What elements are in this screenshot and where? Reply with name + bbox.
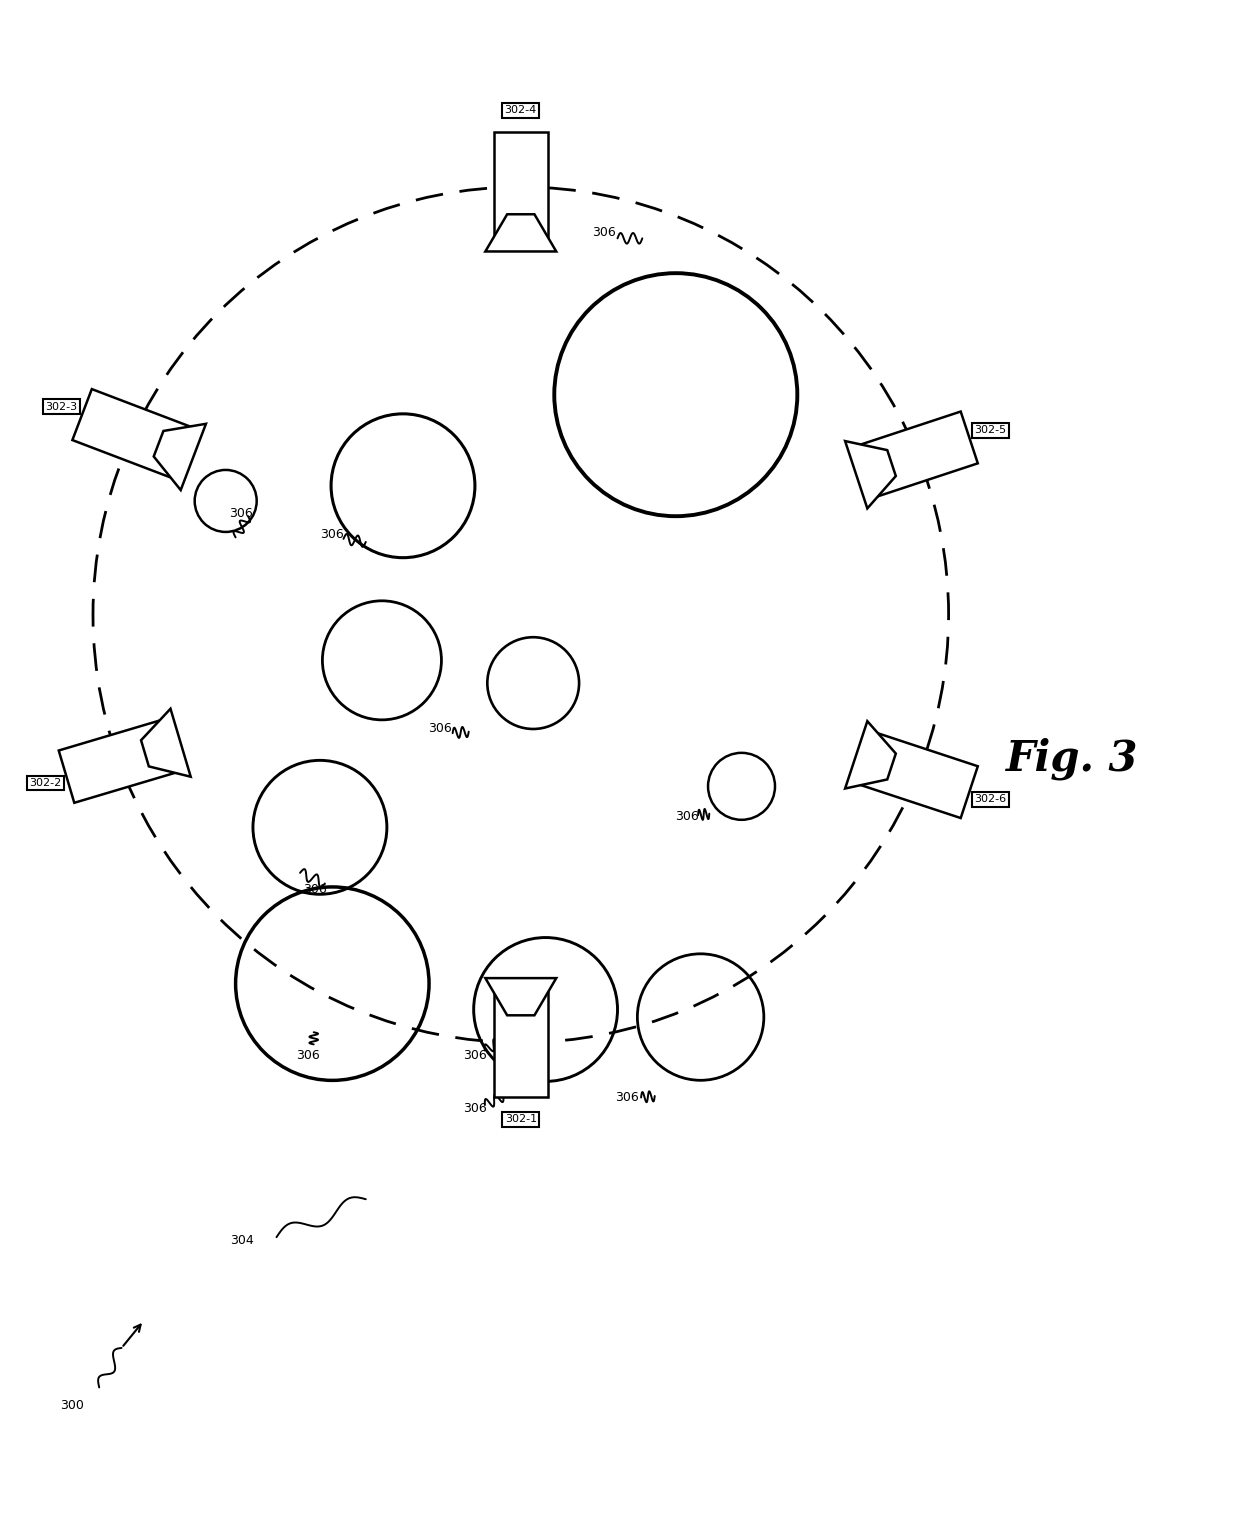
Polygon shape	[494, 988, 548, 1098]
Text: 306: 306	[320, 528, 345, 540]
Text: 302-4: 302-4	[505, 105, 537, 115]
Text: 302-6: 302-6	[975, 794, 1007, 805]
Text: 306: 306	[303, 883, 327, 896]
Polygon shape	[846, 442, 895, 509]
Polygon shape	[485, 978, 557, 1016]
Text: 302-3: 302-3	[45, 402, 77, 411]
Text: 306: 306	[295, 1049, 320, 1061]
Text: 306: 306	[615, 1091, 640, 1104]
Text: 306: 306	[428, 723, 453, 735]
Text: 306: 306	[228, 507, 253, 519]
Text: 306: 306	[463, 1102, 487, 1114]
Polygon shape	[141, 709, 191, 777]
Polygon shape	[58, 720, 179, 803]
Text: 302-2: 302-2	[29, 779, 61, 788]
Text: 306: 306	[463, 1049, 487, 1061]
Text: 304: 304	[229, 1234, 254, 1246]
Text: 300: 300	[60, 1400, 84, 1412]
Polygon shape	[154, 424, 206, 490]
Polygon shape	[494, 132, 548, 241]
Polygon shape	[846, 721, 895, 788]
Polygon shape	[72, 389, 193, 478]
Polygon shape	[857, 411, 978, 498]
Polygon shape	[857, 732, 978, 818]
Polygon shape	[485, 214, 557, 252]
Text: 306: 306	[591, 226, 616, 238]
Text: 302-1: 302-1	[505, 1114, 537, 1125]
Text: 302-5: 302-5	[975, 425, 1007, 436]
Text: 306: 306	[675, 811, 699, 823]
Text: Fig. 3: Fig. 3	[1007, 738, 1138, 780]
